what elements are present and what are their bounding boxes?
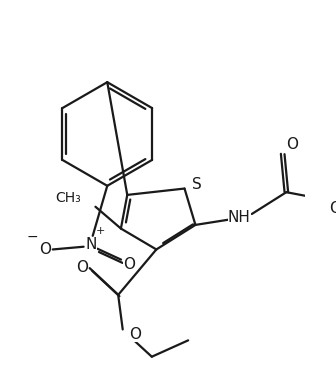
Text: O: O [129, 327, 141, 342]
Text: +: + [95, 226, 105, 236]
Text: O: O [123, 257, 135, 272]
Text: O: O [286, 137, 298, 152]
Text: S: S [193, 177, 202, 192]
Text: O: O [329, 201, 336, 216]
Text: −: − [27, 230, 39, 244]
Text: O: O [76, 260, 88, 275]
Text: N: N [85, 237, 96, 253]
Text: O: O [39, 242, 51, 257]
Text: CH₃: CH₃ [55, 191, 81, 204]
Text: NH: NH [227, 210, 251, 225]
